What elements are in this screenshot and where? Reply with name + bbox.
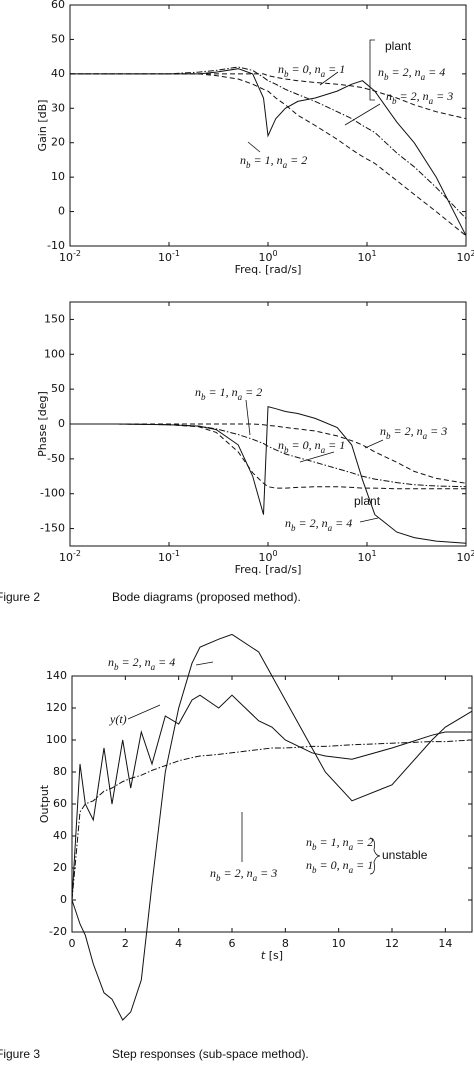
annotation: y(t) (109, 712, 127, 726)
series-line (70, 423, 467, 488)
annotation: plant (354, 494, 381, 508)
y-tick-label: 80 (53, 765, 67, 778)
series-line (70, 66, 467, 219)
x-tick-label: 101 (357, 249, 376, 265)
y-tick-label: 20 (53, 861, 67, 874)
annotation: nb = 2, na = 4 (108, 655, 175, 672)
x-tick-label: 10-1 (158, 249, 180, 265)
y-tick-label: 20 (51, 136, 65, 149)
x-tick-label: 6 (229, 937, 236, 950)
y-tick-label: 0 (58, 417, 65, 430)
annotation: plant (385, 39, 412, 53)
series-line (70, 73, 467, 237)
annotation: nb = 2, na = 3 (380, 424, 447, 441)
y-tick-label: 60 (53, 797, 67, 810)
y-tick-label: 150 (44, 312, 65, 325)
y-axis-label: Phase [deg] (36, 391, 49, 457)
caption-text: Step responses (sub-space method). (112, 1047, 309, 1061)
y-tick-label: 120 (46, 701, 67, 714)
x-tick-label: 4 (175, 937, 182, 950)
annotation: nb = 0, na = 1 (278, 62, 345, 79)
series-line (71, 739, 473, 901)
series-line (71, 694, 472, 901)
x-axis-label: t [s] (261, 949, 283, 962)
y-tick-label: 30 (51, 101, 65, 114)
x-tick-label: 10-1 (158, 549, 180, 565)
y-tick-label: 60 (51, 0, 65, 11)
y-tick-label: 40 (53, 829, 67, 842)
x-tick-label: 100 (258, 249, 277, 265)
x-axis-label: Freq. [rad/s] (235, 263, 302, 276)
x-tick-label: 102 (456, 549, 474, 565)
y-tick-label: 0 (60, 893, 67, 906)
x-tick-label: 10-2 (59, 549, 81, 565)
annotation: nb = 0, na = 1 (278, 438, 345, 455)
x-tick-label: 8 (282, 937, 289, 950)
y-tick-label: -50 (47, 452, 65, 465)
series-line (71, 633, 473, 1021)
y-tick-label: -100 (40, 487, 65, 500)
x-tick-label: 0 (69, 937, 76, 950)
series-line (70, 68, 467, 236)
y-tick-label: 10 (51, 170, 65, 183)
annotation: nb = 2, na = 4 (285, 516, 352, 533)
x-tick-label: 10 (332, 937, 346, 950)
y-tick-label: 140 (46, 669, 67, 682)
annotation: nb = 2, na = 4 (378, 65, 445, 82)
x-axis-label: Freq. [rad/s] (235, 563, 302, 576)
x-tick-label: 12 (385, 937, 399, 950)
series-line (70, 73, 467, 120)
y-tick-label: -20 (49, 925, 67, 938)
y-tick-label: 50 (51, 382, 65, 395)
caption-label: Figure 3 (0, 1047, 40, 1061)
annotation: nb = 1, na = 2 (306, 835, 373, 852)
y-tick-label: 40 (51, 67, 65, 80)
y-tick-label: 100 (46, 733, 67, 746)
x-tick-label: 2 (122, 937, 129, 950)
y-tick-label: -10 (47, 239, 65, 252)
caption-text: Bode diagrams (proposed method). (112, 590, 301, 604)
annotation: nb = 1, na = 2 (195, 385, 262, 402)
y-axis-label: Output (38, 784, 51, 823)
y-tick-label: 50 (51, 32, 65, 45)
x-tick-label: 102 (456, 249, 474, 265)
y-axis-label: Gain [dB] (36, 100, 49, 152)
y-tick-label: 100 (44, 347, 65, 360)
series-line (70, 423, 466, 490)
annotation: nb = 2, na = 3 (210, 866, 277, 883)
annotation: nb = 1, na = 2 (240, 153, 307, 170)
x-tick-label: 100 (258, 549, 277, 565)
plot-frame (71, 675, 473, 933)
caption-label: Figure 2 (0, 590, 40, 604)
y-tick-label: 0 (58, 205, 65, 218)
x-tick-label: 14 (438, 937, 452, 950)
x-tick-label: 101 (357, 549, 376, 565)
annotation: nb = 0, na = 1 (306, 858, 373, 875)
arrows (127, 39, 384, 875)
annotation: nb = 2, na = 3 (386, 89, 453, 106)
x-tick-label: 10-2 (59, 249, 81, 265)
y-tick-label: -150 (40, 522, 65, 535)
annotation: unstable (382, 848, 428, 862)
